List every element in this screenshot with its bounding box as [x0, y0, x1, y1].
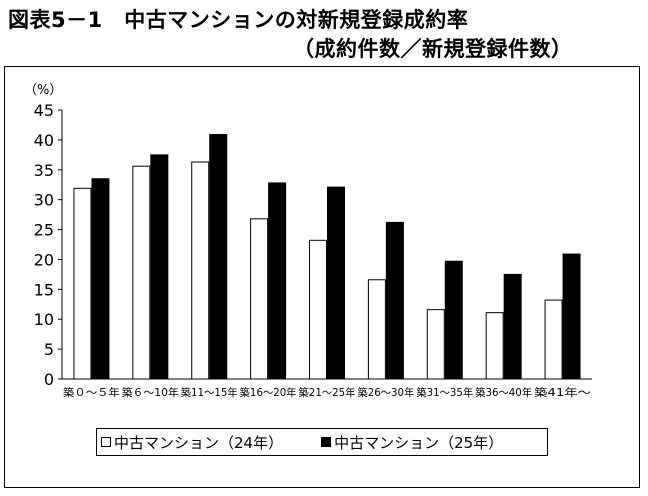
- bar-2013: [444, 260, 463, 380]
- bar-2013: [503, 273, 522, 380]
- y-tick-label: 20: [34, 250, 54, 269]
- bar-2012: [309, 239, 327, 380]
- x-tick-label: 築16～20年: [240, 386, 297, 399]
- chart-subtitle: （成約件数／新規登録件数）: [293, 37, 573, 61]
- bar-2013: [327, 186, 345, 380]
- y-tick-label: 30: [34, 191, 54, 210]
- legend-label-2013: 中古マンション（25年）: [334, 433, 504, 452]
- x-tick-label: 築31～35年: [416, 386, 473, 399]
- bar-2012: [544, 299, 563, 380]
- legend-swatch-2013: [321, 437, 332, 447]
- bar-2013: [268, 182, 287, 380]
- y-tick-label: 15: [34, 280, 54, 299]
- chart-title: 図表5－1 中古マンションの対新規登録成約率: [8, 8, 469, 32]
- bar-2013: [209, 134, 228, 380]
- y-tick-label: 35: [34, 161, 54, 180]
- y-tick-label: 10: [34, 310, 54, 329]
- x-tick-label: 築36～40年: [475, 386, 532, 399]
- bar-2013: [385, 221, 404, 380]
- y-axis-label: （%）: [24, 83, 62, 98]
- y-tick-label: 40: [34, 131, 54, 150]
- x-tick-label: 築０～５年: [63, 386, 120, 399]
- x-tick-label: 築41年～: [534, 386, 592, 399]
- y-tick-label: 45: [34, 101, 54, 120]
- bar-2013: [562, 253, 581, 380]
- bar-2012: [250, 218, 269, 380]
- x-tick-label: 築26～30年: [357, 386, 414, 399]
- bar-2012: [191, 161, 210, 380]
- legend-item-2013: 中古マンション（25年）: [321, 432, 503, 453]
- chart-frame: [4, 66, 640, 488]
- legend-item-2012: 中古マンション（24年）: [101, 432, 283, 453]
- legend-swatch-2012: [101, 437, 111, 447]
- bar-2013: [91, 178, 110, 380]
- bar-2013: [150, 154, 169, 380]
- bar-2012: [426, 309, 445, 380]
- x-tick-label: 築11～15年: [181, 386, 238, 399]
- legend-label-2012: 中古マンション（24年）: [114, 433, 284, 452]
- bar-2012: [132, 165, 151, 380]
- bar-2012: [485, 312, 504, 380]
- x-tick-label: 築６～10年: [122, 386, 179, 399]
- bar-2012: [73, 187, 92, 380]
- y-tick-label: 0: [44, 370, 54, 389]
- y-tick-label: 5: [44, 340, 54, 359]
- chart-legend: 中古マンション（24年） 中古マンション（25年）: [96, 428, 548, 456]
- bar-2012: [367, 279, 386, 380]
- y-tick-label: 25: [34, 221, 54, 240]
- x-tick-label: 築21～25年: [299, 386, 356, 399]
